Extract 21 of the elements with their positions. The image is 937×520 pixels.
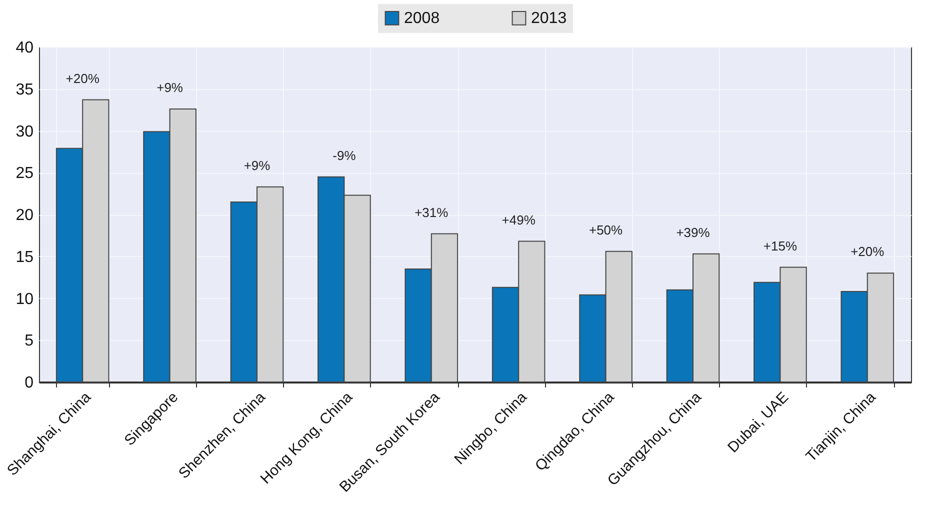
annotation: +15% (763, 238, 798, 254)
y-tick-label: 15 (16, 248, 34, 266)
y-tick-label: 10 (16, 290, 34, 308)
annotation: +31% (414, 204, 449, 220)
annotation: +49% (502, 212, 536, 228)
y-tick-label: 25 (16, 165, 34, 182)
annotation: +50% (588, 222, 624, 238)
annotation: -9% (332, 148, 356, 163)
legend-label: 2013 (531, 10, 567, 28)
annotation: +9% (156, 80, 184, 95)
legend-label: 2008 (404, 10, 440, 28)
annotation: +20% (66, 70, 100, 86)
y-tick-label: 40 (16, 40, 34, 56)
y-tick-label: 0 (24, 374, 34, 392)
y-tick-label: 30 (16, 123, 34, 140)
y-tick-label: 20 (16, 207, 34, 224)
y-tick-label: 35 (16, 81, 34, 98)
annotation: +20% (850, 244, 885, 260)
y-tick-label: 5 (24, 332, 34, 350)
annotation: +9% (244, 158, 271, 173)
annotation: +39% (676, 224, 710, 240)
